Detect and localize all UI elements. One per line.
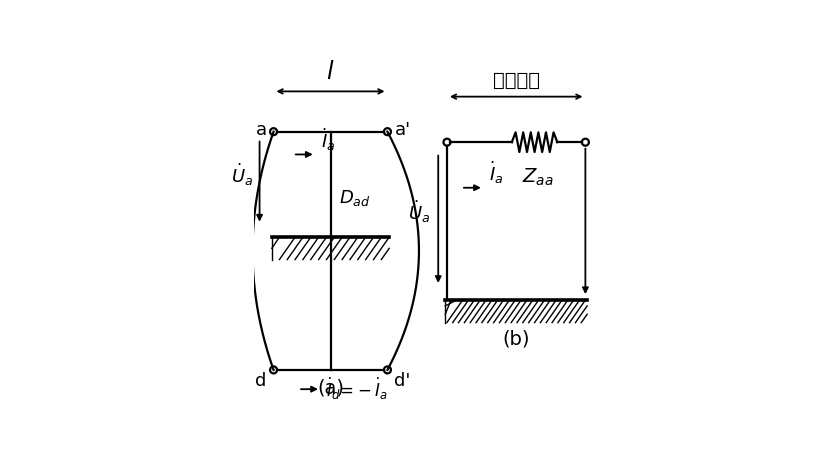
Text: (b): (b) <box>503 330 530 349</box>
Text: $\dot{U}_a$: $\dot{U}_a$ <box>231 162 253 188</box>
Text: a: a <box>256 121 266 139</box>
Text: a': a' <box>395 121 411 139</box>
Text: $Z_{aa}$: $Z_{aa}$ <box>522 167 554 188</box>
Text: $D_{ad}$: $D_{ad}$ <box>339 188 371 208</box>
Text: $\dot{I}_a$: $\dot{I}_a$ <box>321 126 335 153</box>
Text: $\dot{I}_d\!=\!-\dot{I}_a$: $\dot{I}_d\!=\!-\dot{I}_a$ <box>326 376 388 402</box>
Text: $\dot{I}_a$: $\dot{I}_a$ <box>489 160 504 186</box>
Text: $\dot{U}_a$: $\dot{U}_a$ <box>408 199 430 225</box>
Text: d: d <box>256 372 266 389</box>
Text: d': d' <box>395 372 411 389</box>
Text: (a): (a) <box>317 379 344 398</box>
Text: 单位长度: 单位长度 <box>493 71 540 90</box>
Text: $l$: $l$ <box>326 61 334 84</box>
